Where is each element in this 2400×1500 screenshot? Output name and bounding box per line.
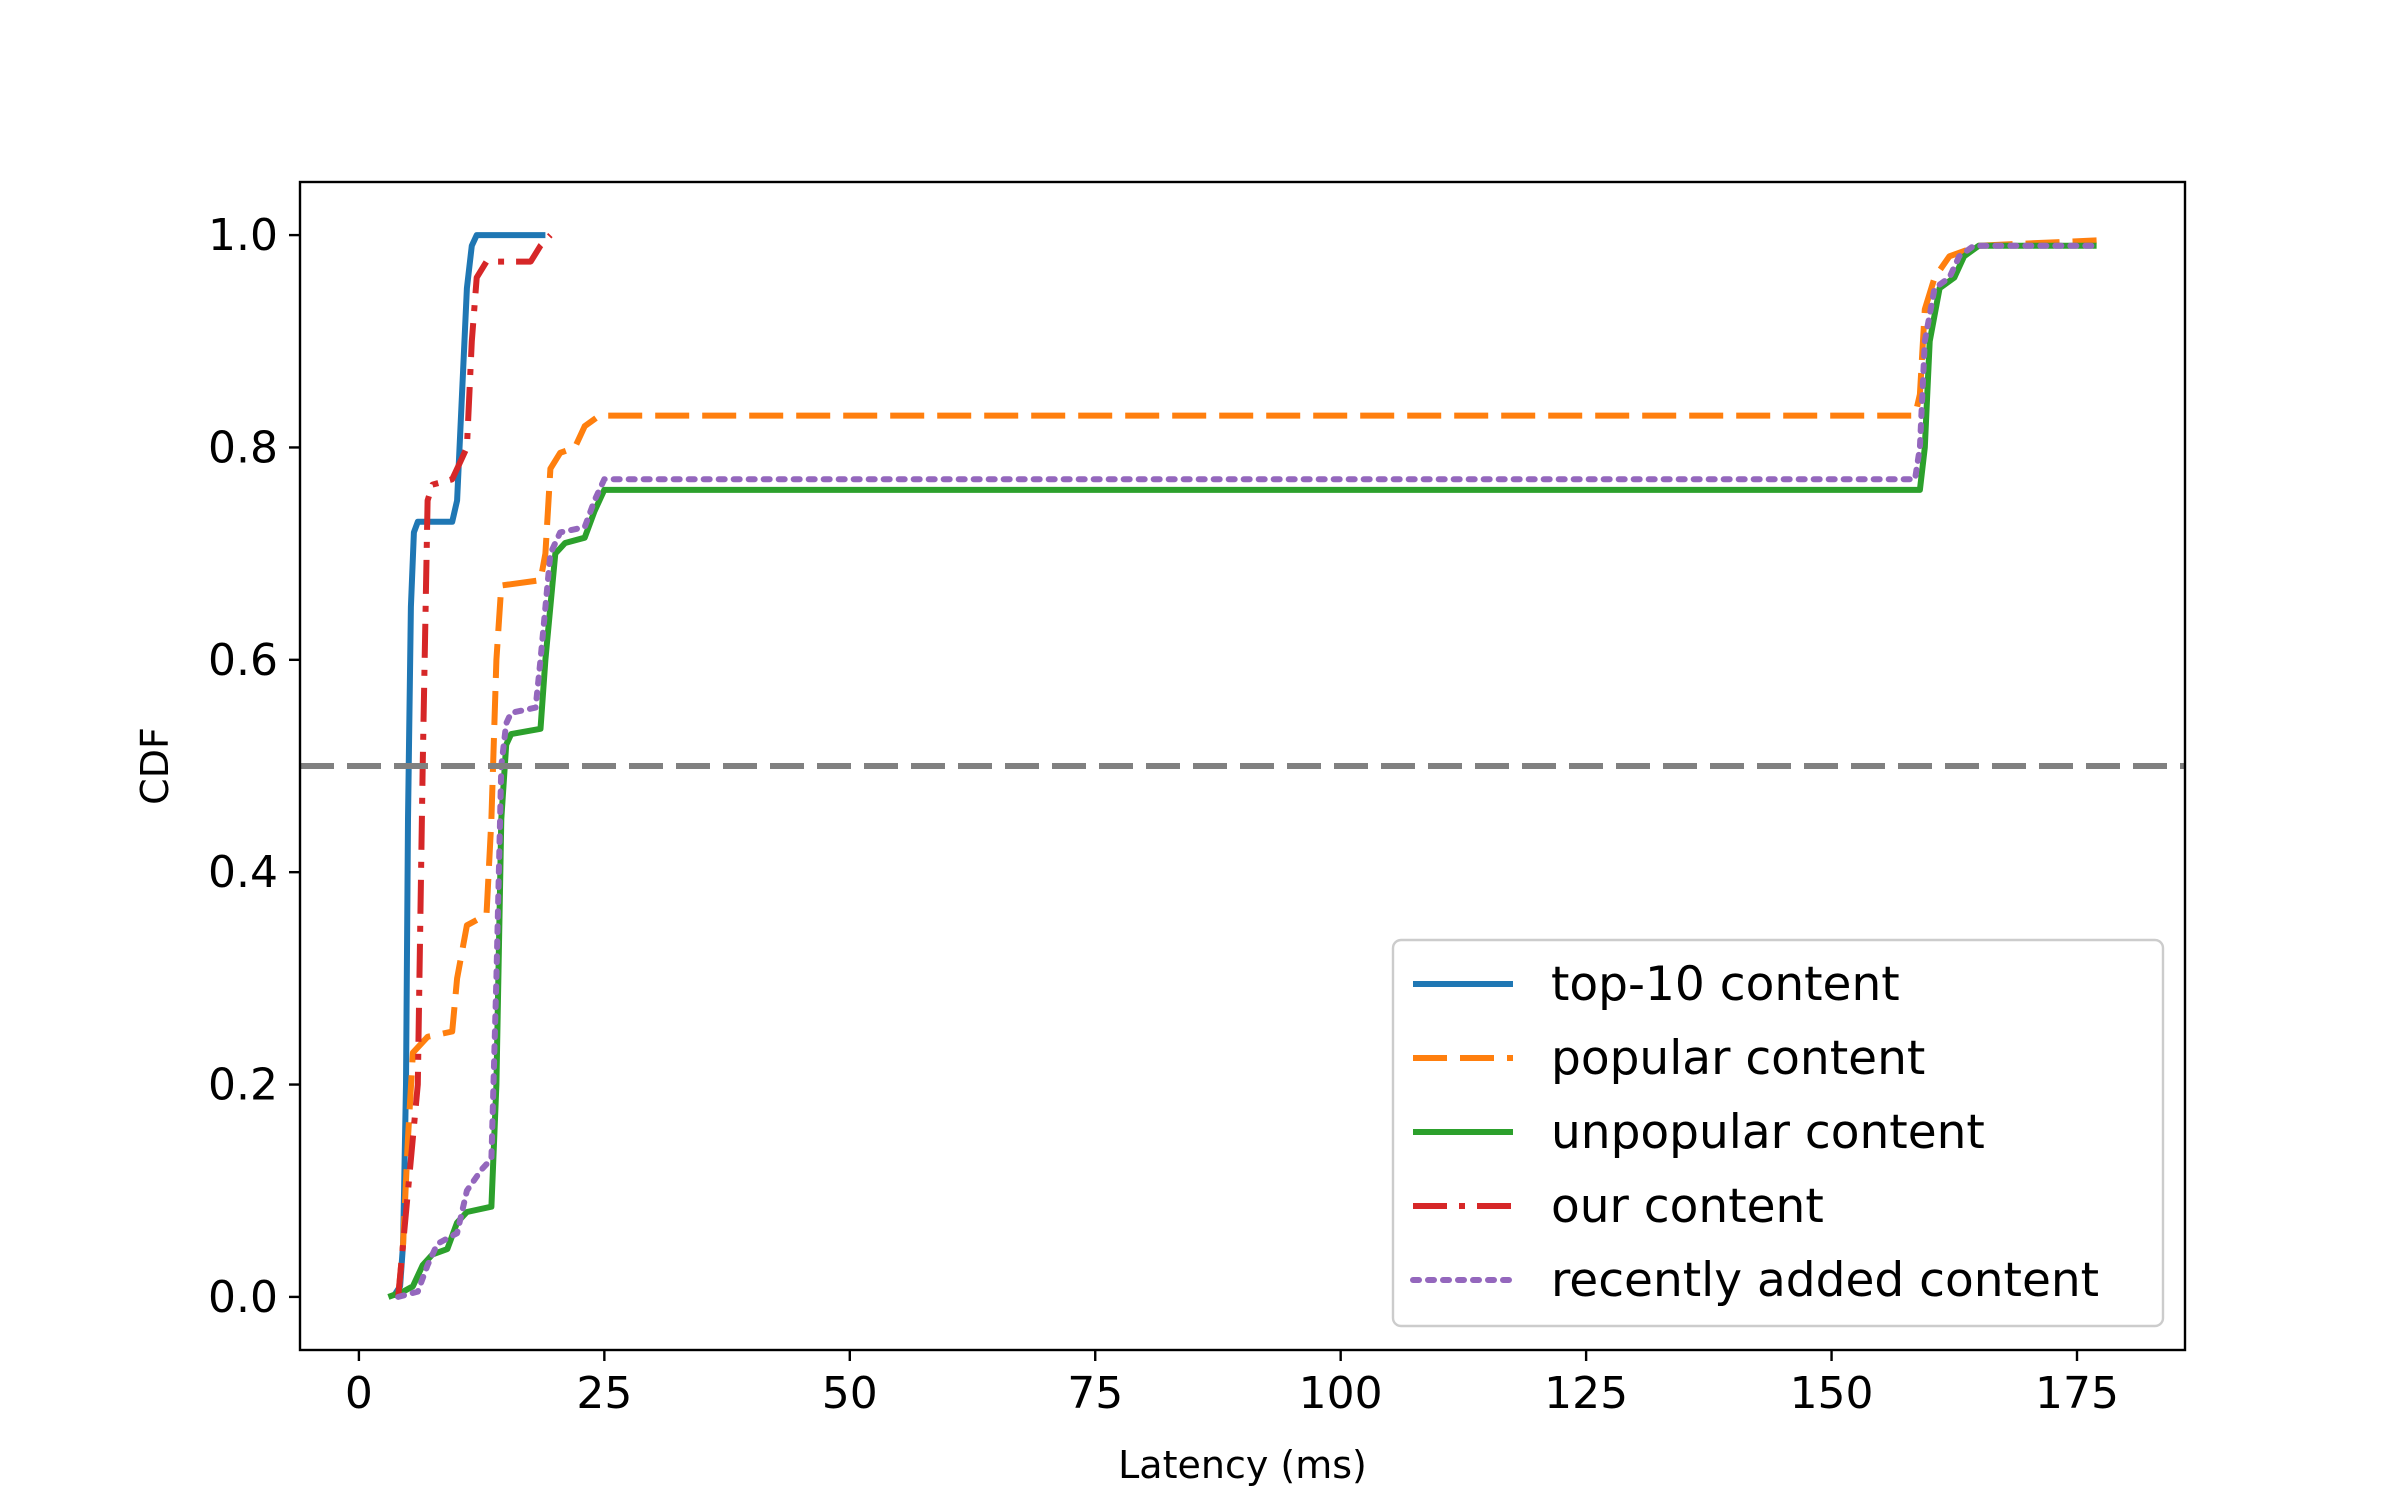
x-tick-label: 150 — [1790, 1368, 1874, 1419]
x-tick-label: 75 — [1067, 1368, 1123, 1419]
legend-label-our-content: our content — [1551, 1179, 1824, 1234]
legend-label-recently-added-content: recently added content — [1551, 1253, 2099, 1308]
x-tick-label: 50 — [822, 1368, 878, 1419]
x-tick-label: 175 — [2035, 1368, 2119, 1419]
y-tick-label: 1.0 — [208, 210, 278, 261]
series-line-popular-content — [395, 237, 2097, 1298]
ticks-layer: 0 25 50 75 100 125 150 175 0.0 0.2 0.4 0.6 0.8 1.0 — [208, 210, 2119, 1419]
x-tick-label: 0 — [345, 1368, 373, 1419]
x-axis-label: Latency (ms) — [1118, 1443, 1367, 1487]
plot-area-frame — [298, 180, 2187, 1352]
legend-label-top-10-content: top-10 content — [1551, 957, 1900, 1012]
y-tick-label: 0.4 — [208, 847, 278, 898]
legend: top-10 content popular content unpopular c… — [1391, 938, 2165, 1328]
x-tick-label: 125 — [1544, 1368, 1628, 1419]
series-line-our-content — [395, 233, 553, 1298]
legend-box — [1391, 938, 2165, 1328]
y-tick-label: 0.6 — [208, 635, 278, 686]
series-line-recently-added-content — [395, 242, 2100, 1300]
x-tick-label: 25 — [576, 1368, 632, 1419]
series-line-unpopular-content — [387, 242, 2097, 1300]
x-tick-label: 100 — [1299, 1368, 1383, 1419]
y-tick-label: 0.0 — [208, 1272, 278, 1323]
y-axis-label: CDF — [133, 727, 177, 805]
legend-label-popular-content: popular content — [1551, 1031, 1925, 1086]
legend-label-unpopular-content: unpopular content — [1551, 1105, 1985, 1160]
y-tick-label: 0.8 — [208, 422, 278, 473]
series-layer — [300, 232, 2185, 1300]
y-tick-label: 0.2 — [208, 1060, 278, 1111]
